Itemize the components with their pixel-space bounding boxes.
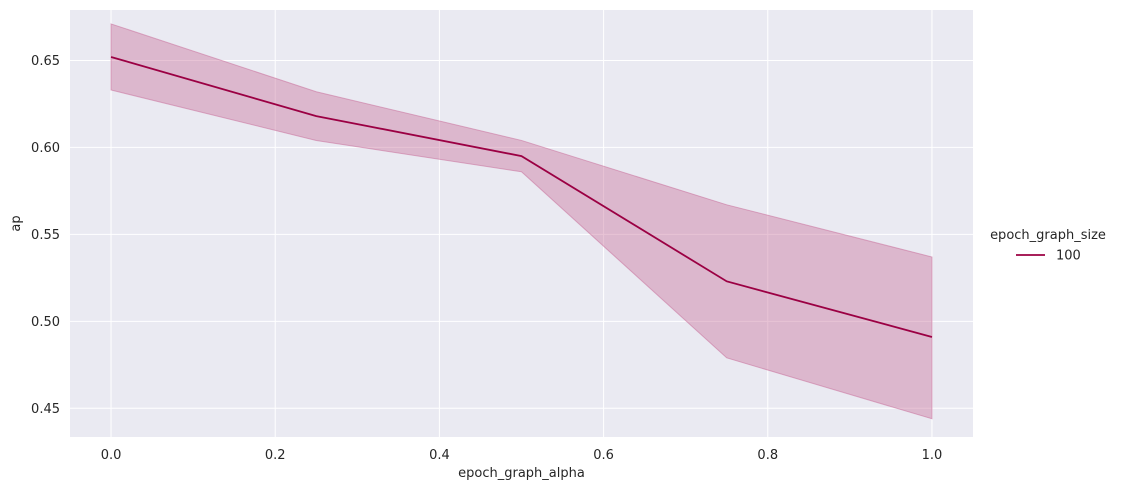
grid <box>70 10 973 437</box>
x-tick-label: 0.4 <box>429 448 450 463</box>
x-axis-label: epoch_graph_alpha <box>458 466 585 481</box>
y-axis-label: ap <box>9 215 24 231</box>
x-tick-label: 0.8 <box>757 448 778 463</box>
x-tick-labels: 0.0 0.2 0.4 0.6 0.8 1.0 <box>101 448 943 463</box>
legend-title: epoch_graph_size <box>990 228 1106 243</box>
legend-label-100: 100 <box>1056 249 1081 264</box>
y-tick-labels: 0.45 0.50 0.55 0.60 0.65 <box>31 54 60 417</box>
confidence-band <box>110 23 933 420</box>
plot-background <box>70 10 973 437</box>
y-tick-label: 0.60 <box>31 141 60 156</box>
y-tick-label: 0.45 <box>31 402 60 417</box>
y-tick-label: 0.50 <box>31 315 60 330</box>
x-tick-label: 0.0 <box>101 448 122 463</box>
series-line-100 <box>110 56 933 338</box>
x-tick-label: 0.2 <box>265 448 286 463</box>
x-tick-label: 0.6 <box>593 448 614 463</box>
y-tick-label: 0.65 <box>31 54 60 69</box>
legend: epoch_graph_size 100 <box>990 228 1106 264</box>
x-tick-label: 1.0 <box>922 448 943 463</box>
y-tick-label: 0.55 <box>31 228 60 243</box>
